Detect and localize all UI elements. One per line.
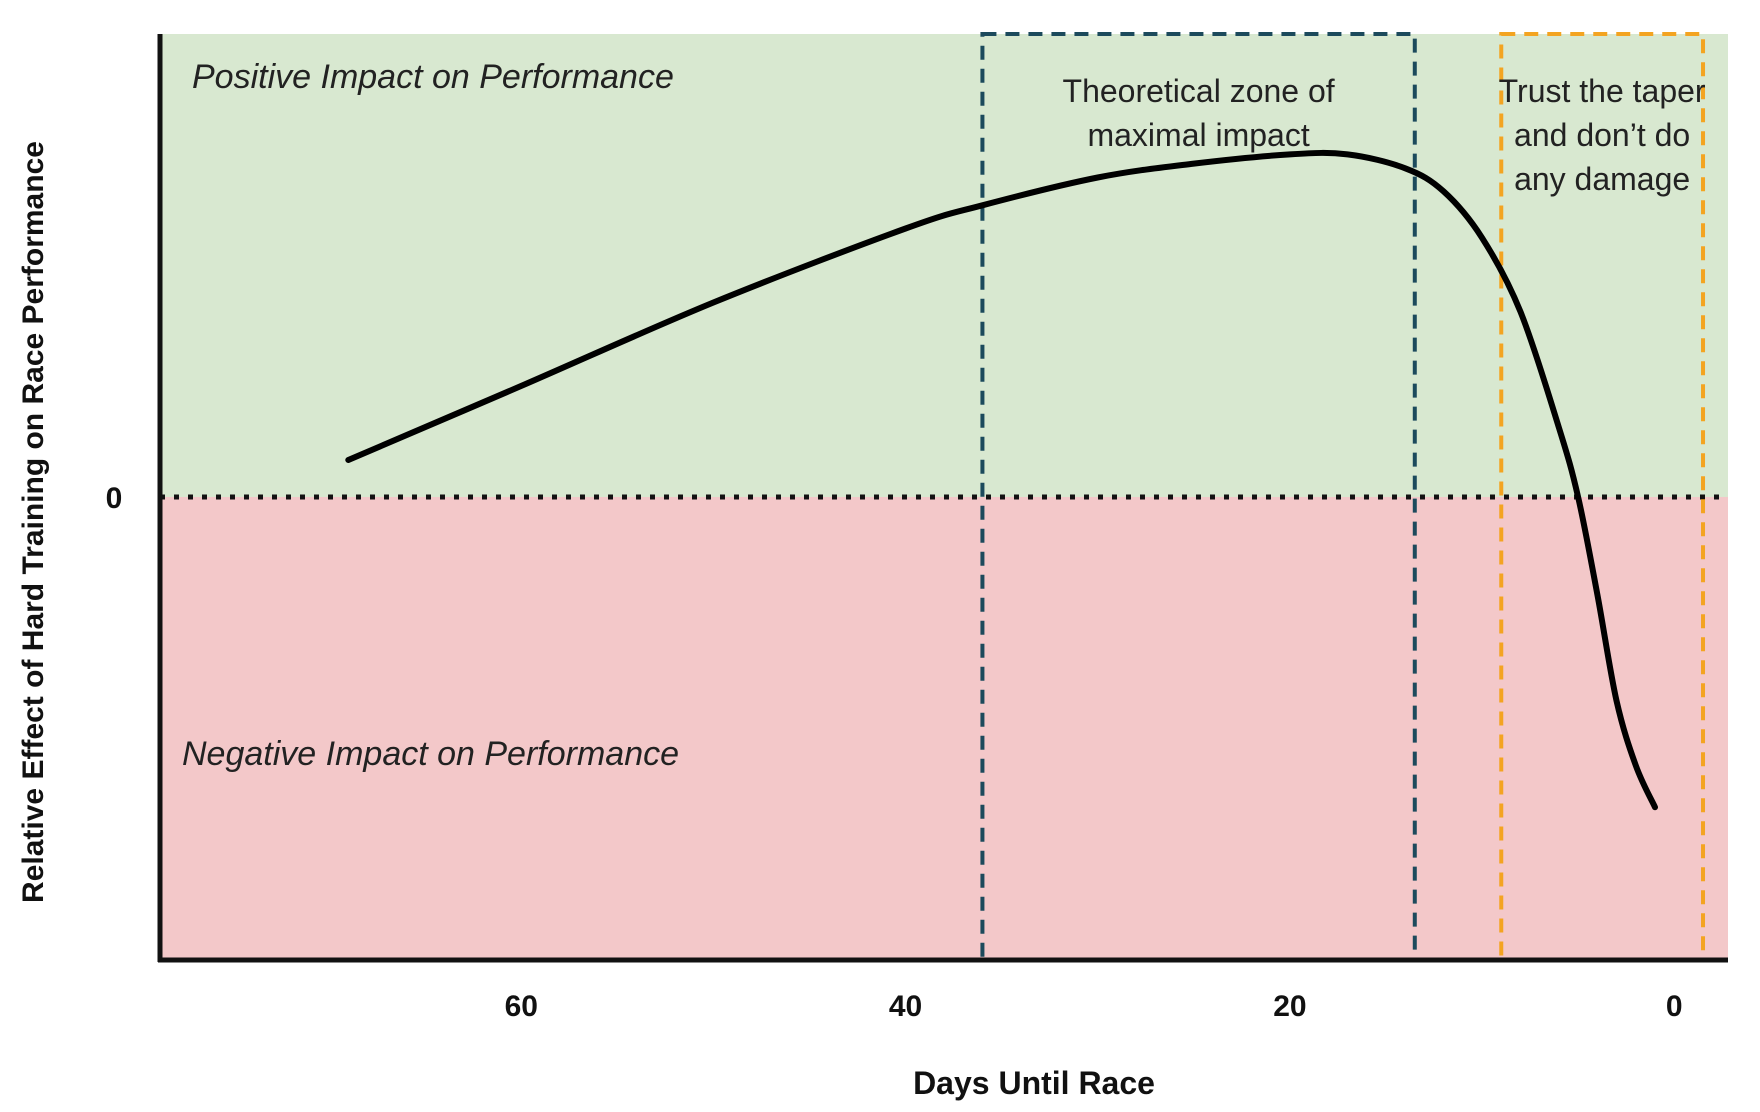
y-axis-title: Relative Effect of Hard Training on Race… [17, 141, 50, 903]
x-axis-title: Days Until Race [913, 1065, 1155, 1101]
y-tick-label: 0 [106, 482, 123, 515]
x-tick-label: 20 [1273, 990, 1306, 1023]
x-tick-labels: 60 40 20 0 [505, 990, 1683, 1023]
x-tick-label: 0 [1666, 990, 1683, 1023]
negative-region [160, 497, 1728, 960]
effect-curve-line [345, 149, 1658, 811]
negative-region-label: Negative Impact on Performance [182, 735, 679, 773]
taper-zone-label-line: Trust the taper [1499, 73, 1706, 109]
maximal-impact-zone-label-line: maximal impact [1087, 117, 1309, 153]
positive-region [160, 34, 1728, 497]
x-tick-label: 40 [889, 990, 922, 1023]
taper-zone-label-line: and don’t do [1514, 117, 1690, 153]
y-tick-labels: 0 [106, 482, 123, 515]
positive-region-label: Positive Impact on Performance [192, 58, 674, 96]
maximal-impact-zone-label-line: Theoretical zone of [1063, 73, 1335, 109]
x-tick-label: 60 [505, 990, 538, 1023]
taper-zone-label-line: any damage [1514, 161, 1690, 197]
